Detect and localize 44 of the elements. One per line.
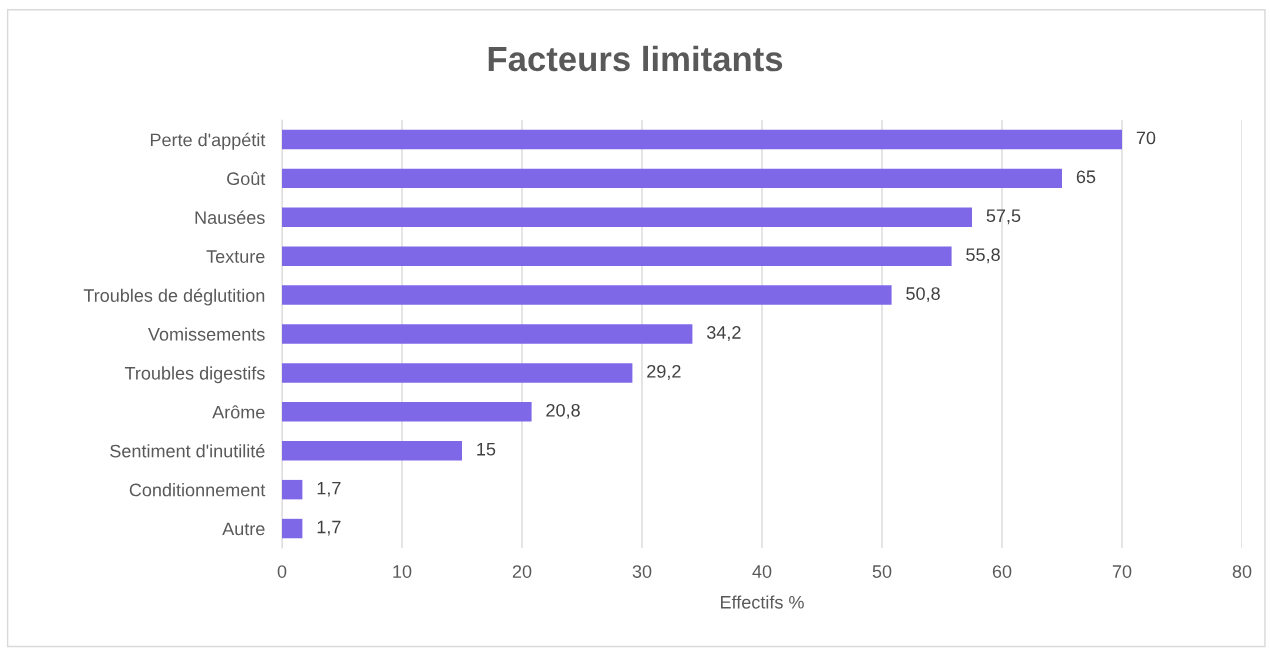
data-label: 1,7 [317,481,341,497]
y-tick-label: Texture [206,250,265,263]
y-tick-label: Troubles digestifs [124,366,265,384]
x-tick-label: 20 [512,565,532,578]
data-label: 20,8 [546,403,580,419]
data-label: 29,2 [647,364,681,380]
x-tick-label: 40 [752,565,772,578]
y-tick-label: Goût [227,171,266,186]
y-tick-label: Conditionnement [129,483,266,497]
x-tick-label: 50 [872,565,892,578]
x-tick-label: 80 [1232,565,1252,578]
bar [282,324,693,344]
bar [282,168,1062,189]
x-tick-label: 10 [393,565,412,578]
y-tick-label: Vomissements [148,327,265,341]
data-label: 15 [477,442,496,456]
x-axis-title: Effectifs % [721,595,804,609]
data-label: 1,7 [317,520,341,536]
x-tick-label: 60 [992,565,1012,578]
y-tick-label: Troubles de déglutition [83,288,265,306]
x-tick-label: 30 [632,565,652,578]
data-label: 65 [1076,170,1096,184]
bar [282,363,633,383]
bar [282,285,892,305]
bar [282,207,972,227]
y-tick-label: Arôme [212,405,265,419]
y-tick-label: Nausées [195,210,265,224]
bar [282,518,303,539]
x-tick-label: 0 [277,565,287,578]
data-label: 34,2 [706,326,741,341]
bar [282,441,462,461]
y-tick-label: Perte d'appétit [150,132,266,150]
data-label: 70 [1136,131,1156,145]
chart-title: Facteurs limitants [488,45,783,72]
bar [282,129,1122,150]
y-tick-label: Sentiment d'inutilité [110,443,265,458]
data-label: 55,8 [966,248,1000,264]
x-tick-label: 70 [1112,565,1132,578]
y-tick-label: Autre [222,522,265,536]
bar [282,402,532,422]
bar [282,479,303,500]
data-label: 50,8 [906,287,940,303]
bar [282,246,952,266]
data-label: 57,5 [986,209,1021,225]
